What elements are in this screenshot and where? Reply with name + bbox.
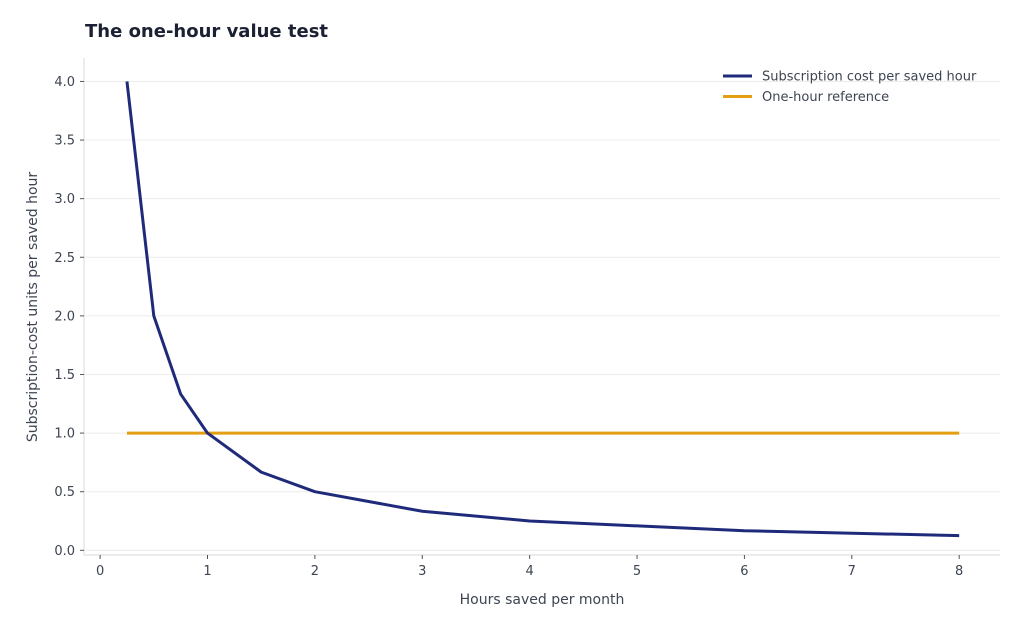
y-tick-label: 1.0 bbox=[54, 427, 75, 442]
grid-lines bbox=[84, 80, 1000, 551]
legend: Subscription cost per saved hour One-hour… bbox=[723, 70, 977, 105]
series-lines bbox=[125, 81, 960, 538]
y-tick-label: 2.5 bbox=[54, 251, 75, 266]
chart-title: The one-hour value test bbox=[85, 21, 329, 42]
y-tick-label: 3.0 bbox=[54, 192, 75, 207]
x-tick-label: 4 bbox=[526, 564, 534, 579]
y-tick-label: 2.0 bbox=[54, 309, 75, 324]
x-tick-label: 0 bbox=[96, 564, 104, 579]
x-tick-label: 8 bbox=[955, 564, 963, 579]
y-axis-title: Subscription-cost units per saved hour bbox=[25, 172, 41, 443]
y-tick-label: 1.5 bbox=[54, 368, 75, 383]
x-tick-label: 7 bbox=[848, 564, 856, 579]
x-tick-label: 5 bbox=[633, 564, 641, 579]
x-tick-label: 3 bbox=[418, 564, 426, 579]
legend-label: One-hour reference bbox=[762, 90, 889, 105]
x-tick-label: 2 bbox=[311, 564, 319, 579]
series-line-cost-per-hour bbox=[125, 81, 960, 538]
x-axis-title: Hours saved per month bbox=[460, 592, 625, 608]
x-tick-label: 1 bbox=[203, 564, 211, 579]
y-tick-label: 0.5 bbox=[54, 485, 75, 500]
y-tick-label: 0.0 bbox=[54, 544, 75, 559]
y-tick-label: 3.5 bbox=[54, 134, 75, 149]
y-tick-label: 4.0 bbox=[54, 75, 75, 90]
x-tick-label: 6 bbox=[740, 564, 748, 579]
legend-label: Subscription cost per saved hour bbox=[762, 70, 977, 85]
axes: 0.0 0.5 1.0 1.5 2.0 2.5 3.0 3.5 4.0 0 1 2 3 4 5 6 7 8 bbox=[54, 58, 1000, 579]
